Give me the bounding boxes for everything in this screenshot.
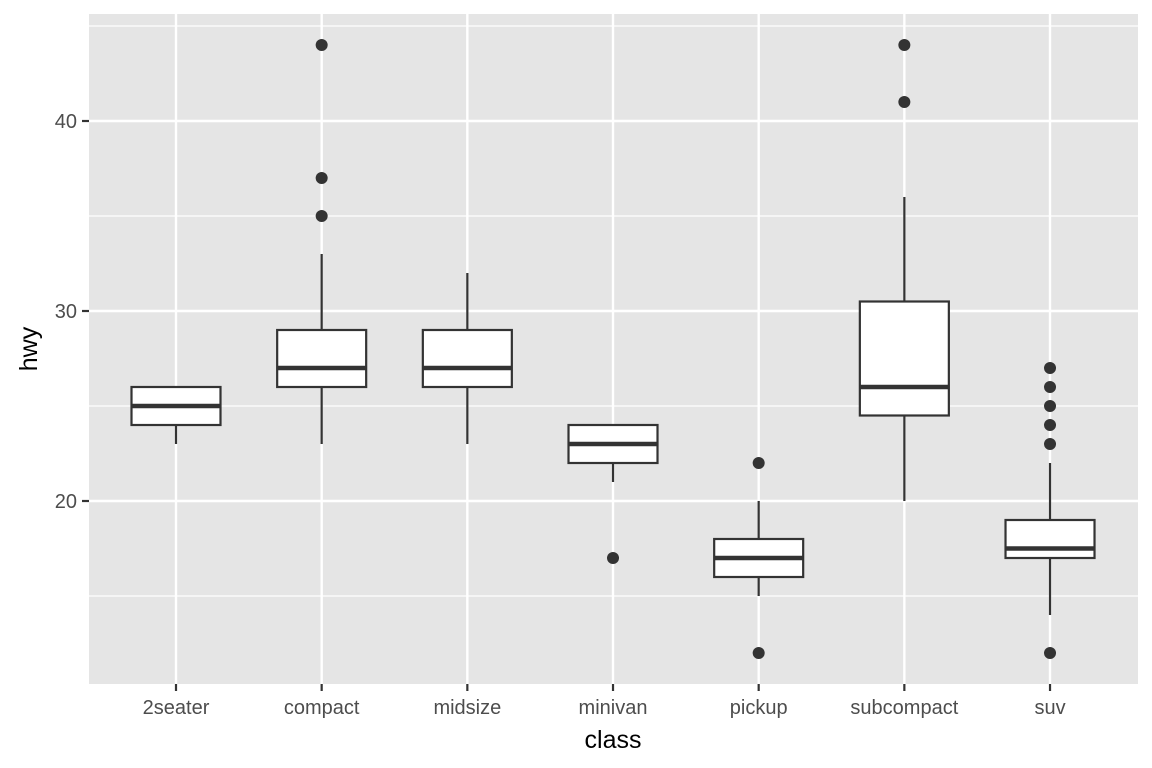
box-group: [421, 273, 513, 444]
outlier-point: [315, 210, 328, 222]
outlier-point: [898, 39, 911, 51]
outlier-point: [1044, 400, 1057, 412]
x-tick-label: 2seater: [143, 697, 210, 719]
outlier-point: [752, 457, 765, 469]
x-tick-label: pickup: [730, 697, 788, 719]
outlier-point: [315, 39, 328, 51]
box: [276, 328, 368, 389]
x-tick-label: minivan: [579, 697, 648, 719]
x-tick-label: suv: [1034, 697, 1065, 719]
box-group: [713, 457, 805, 659]
box-group: [567, 423, 659, 564]
box-marks: [130, 39, 1096, 659]
box: [1004, 518, 1096, 560]
x-axis-title: class: [585, 726, 642, 754]
y-axis: 20 30 40: [55, 111, 89, 513]
outlier-point: [1044, 362, 1057, 374]
box-group: [1004, 362, 1096, 659]
outlier-point: [752, 647, 765, 659]
outlier-point: [1044, 647, 1057, 659]
y-tick-label: 20: [55, 491, 77, 513]
box-group: [130, 385, 222, 444]
outlier-point: [898, 96, 911, 108]
y-tick-label: 40: [55, 111, 77, 133]
outlier-point: [607, 552, 620, 564]
box: [421, 328, 513, 389]
outlier-point: [315, 172, 328, 184]
outlier-point: [1044, 381, 1057, 393]
x-tick-label: subcompact: [850, 697, 958, 719]
box: [858, 300, 950, 417]
box-group: [276, 39, 368, 444]
box-group: [858, 39, 950, 501]
y-tick-label: 30: [55, 301, 77, 323]
x-axis: 2seater compact midsize minivan pickup subcom…: [143, 684, 1066, 719]
x-tick-label: midsize: [433, 697, 501, 719]
outlier-point: [1044, 438, 1057, 450]
outlier-point: [1044, 419, 1057, 431]
y-axis-title: hwy: [15, 326, 43, 371]
x-tick-label: compact: [284, 697, 360, 719]
